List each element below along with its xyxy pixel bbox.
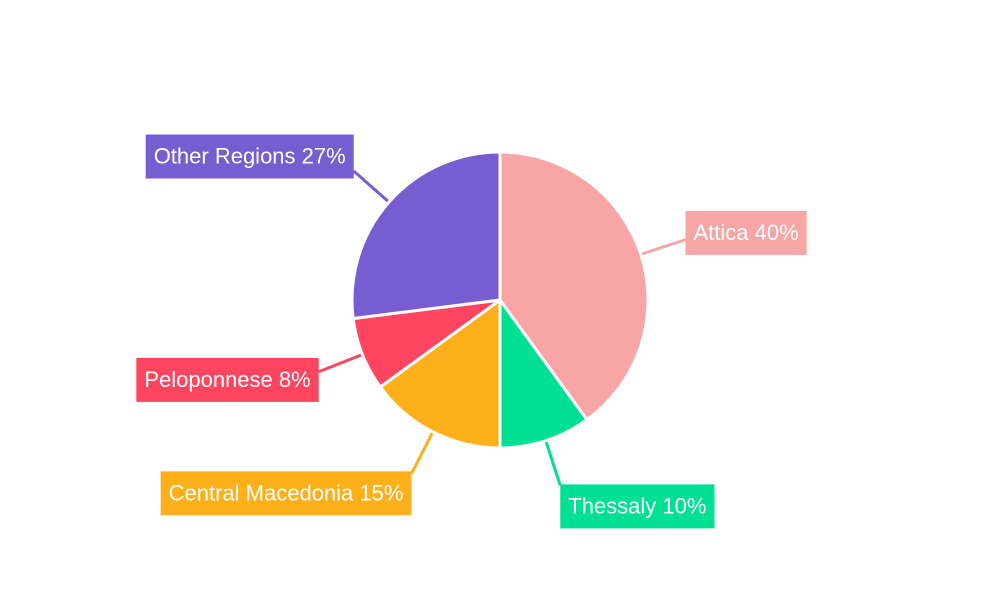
- leader-line: [318, 353, 363, 374]
- label-box: [560, 484, 715, 529]
- slice: [378, 297, 502, 450]
- label-value: 27%: [302, 143, 346, 168]
- label-category: Attica: [693, 220, 749, 245]
- label-text: Peloponnese 8%: [144, 367, 310, 392]
- data-label: Thessaly 10%: [560, 484, 715, 529]
- label-box: [145, 134, 354, 179]
- label-category: Other Regions: [154, 143, 296, 168]
- label-value: 10%: [662, 493, 706, 518]
- label-box: [136, 357, 319, 402]
- data-label: Central Macedonia 15%: [160, 471, 412, 516]
- label-box: [160, 471, 412, 516]
- label-category: Peloponnese: [144, 367, 272, 392]
- label-category: Thessaly: [568, 493, 656, 518]
- leader-line: [352, 169, 390, 204]
- slice: [350, 150, 502, 321]
- label-value: 15%: [359, 480, 403, 505]
- label-text: Thessaly 10%: [568, 493, 706, 518]
- label-value: 40%: [755, 220, 799, 245]
- data-label: Attica 40%: [685, 210, 807, 255]
- label-text: Attica 40%: [693, 220, 798, 245]
- data-label: Other Regions 27%: [145, 134, 354, 179]
- slice: [498, 295, 590, 450]
- label-category: Central Macedonia: [169, 480, 354, 505]
- label-box: [685, 210, 807, 255]
- slice: [498, 150, 650, 422]
- label-value: 8%: [279, 367, 311, 392]
- leader-line: [544, 440, 562, 486]
- label-text: Central Macedonia 15%: [169, 480, 404, 505]
- labels: Attica 40% Thessaly 10% Central Macedonia …: [136, 134, 807, 529]
- leader-line: [640, 238, 686, 256]
- leader-line: [410, 431, 435, 475]
- data-label: Peloponnese 8%: [136, 357, 319, 402]
- label-text: Other Regions 27%: [154, 143, 346, 168]
